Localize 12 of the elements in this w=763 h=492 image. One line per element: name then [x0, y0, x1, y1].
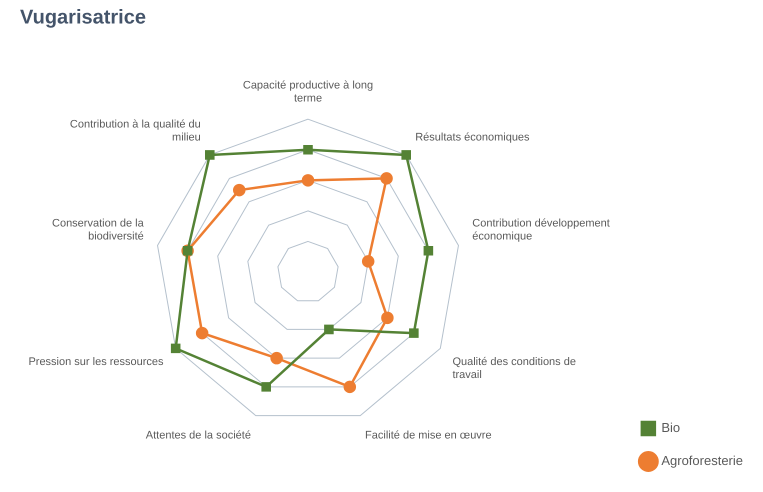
- spoke-label: Contribution développement économique: [472, 217, 610, 242]
- spoke-label: Qualité des conditions de travail: [452, 356, 576, 382]
- legend-label: Bio: [661, 420, 680, 436]
- spoke-label: Conservation de la biodiversité: [52, 217, 145, 242]
- spoke-label: Contribution à la qualité du milieu: [70, 118, 201, 144]
- chart-title: Vugarisatrice: [20, 6, 146, 29]
- spoke-label: Pression sur les ressources: [28, 356, 164, 368]
- spoke-label: Facilité de mise en œuvre: [365, 429, 492, 442]
- spoke-label: Capacité productive à long terme: [242, 79, 374, 105]
- spoke-label: Attentes de la société: [146, 429, 251, 442]
- legend-label: Agroforesterie: [661, 453, 744, 468]
- spoke-label: Résultats économiques: [415, 132, 530, 144]
